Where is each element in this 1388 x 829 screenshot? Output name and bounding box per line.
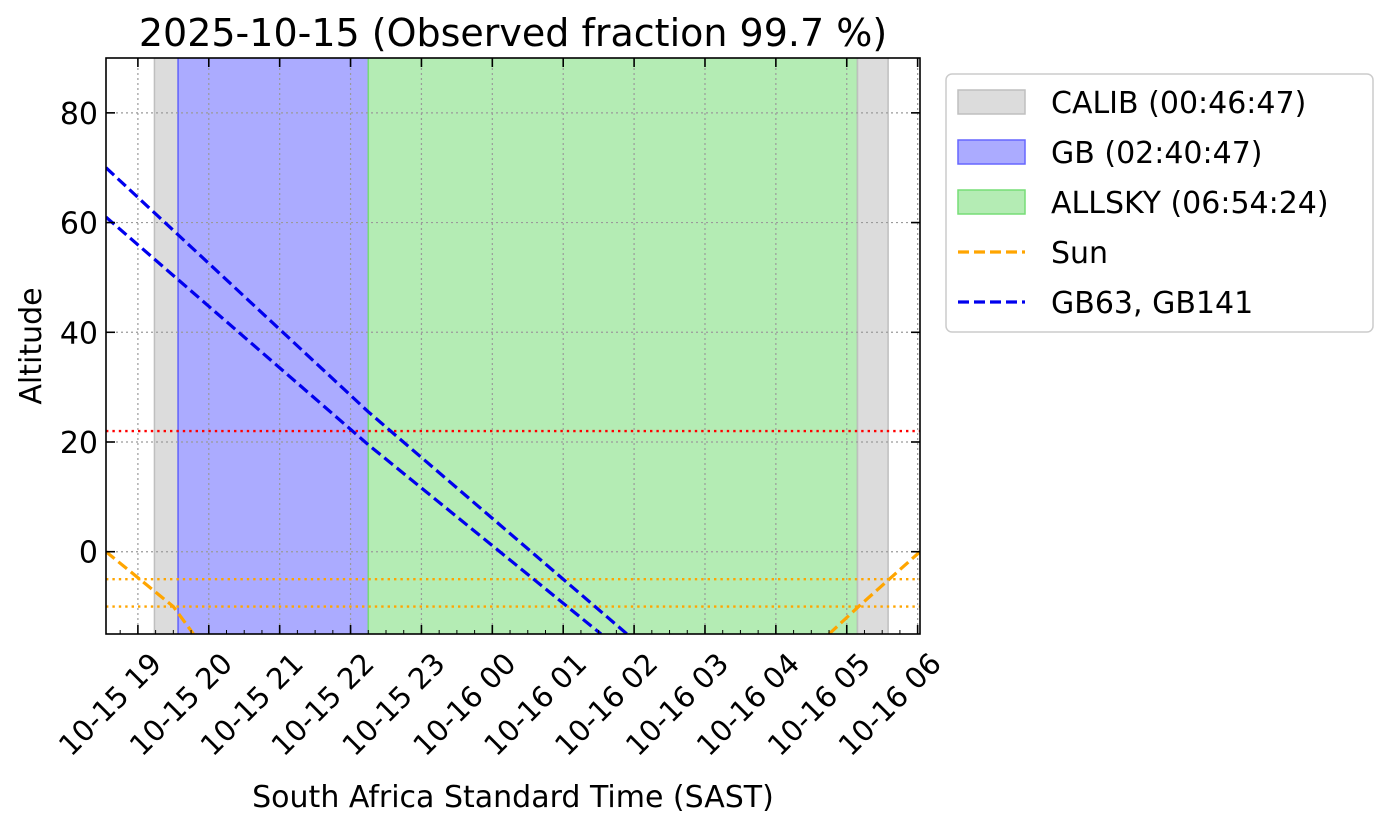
legend-box: [945, 73, 1374, 333]
legend-swatch-0: [957, 89, 1026, 115]
legend-swatch-1: [957, 139, 1026, 165]
legend-label-1: GB (02:40:47): [1051, 136, 1263, 171]
y-tick-label-4: 80: [60, 97, 98, 132]
legend-label-4: GB63, GB141: [1051, 286, 1253, 321]
x-axis-label: South Africa Standard Time (SAST): [252, 780, 774, 815]
plot-frame: [105, 57, 921, 635]
legend-label-2: ALLSKY (06:54:24): [1051, 186, 1329, 221]
series-line-0-0: [106, 550, 195, 634]
time-spans: [153, 58, 889, 634]
y-tick-label-1: 20: [60, 426, 98, 461]
chart-title: 2025-10-15 (Observed fraction 99.7 %): [139, 11, 887, 55]
y-axis-label: Altitude: [14, 287, 49, 404]
y-tick-label-3: 60: [60, 207, 98, 242]
series-line-1-1: [106, 215, 603, 634]
series-line-0-1: [827, 550, 920, 634]
legend-label-3: Sun: [1051, 236, 1108, 271]
span-calib-3: [857, 58, 889, 634]
series-lines: [106, 166, 920, 634]
span-allsky-2: [368, 58, 858, 634]
span-calib-0: [154, 58, 179, 634]
span-gb-1: [178, 58, 369, 634]
threshold-lines: [106, 429, 920, 608]
legend-swatch-2: [957, 189, 1026, 215]
y-tick-label-0: 0: [79, 536, 98, 571]
series-line-1-0: [106, 166, 629, 634]
legend-label-0: CALIB (00:46:47): [1051, 86, 1306, 121]
grid: [106, 58, 920, 634]
y-tick-label-2: 40: [60, 316, 98, 351]
legend: CALIB (00:46:47) GB (02:40:47) ALLSKY (06:…: [945, 73, 1374, 333]
